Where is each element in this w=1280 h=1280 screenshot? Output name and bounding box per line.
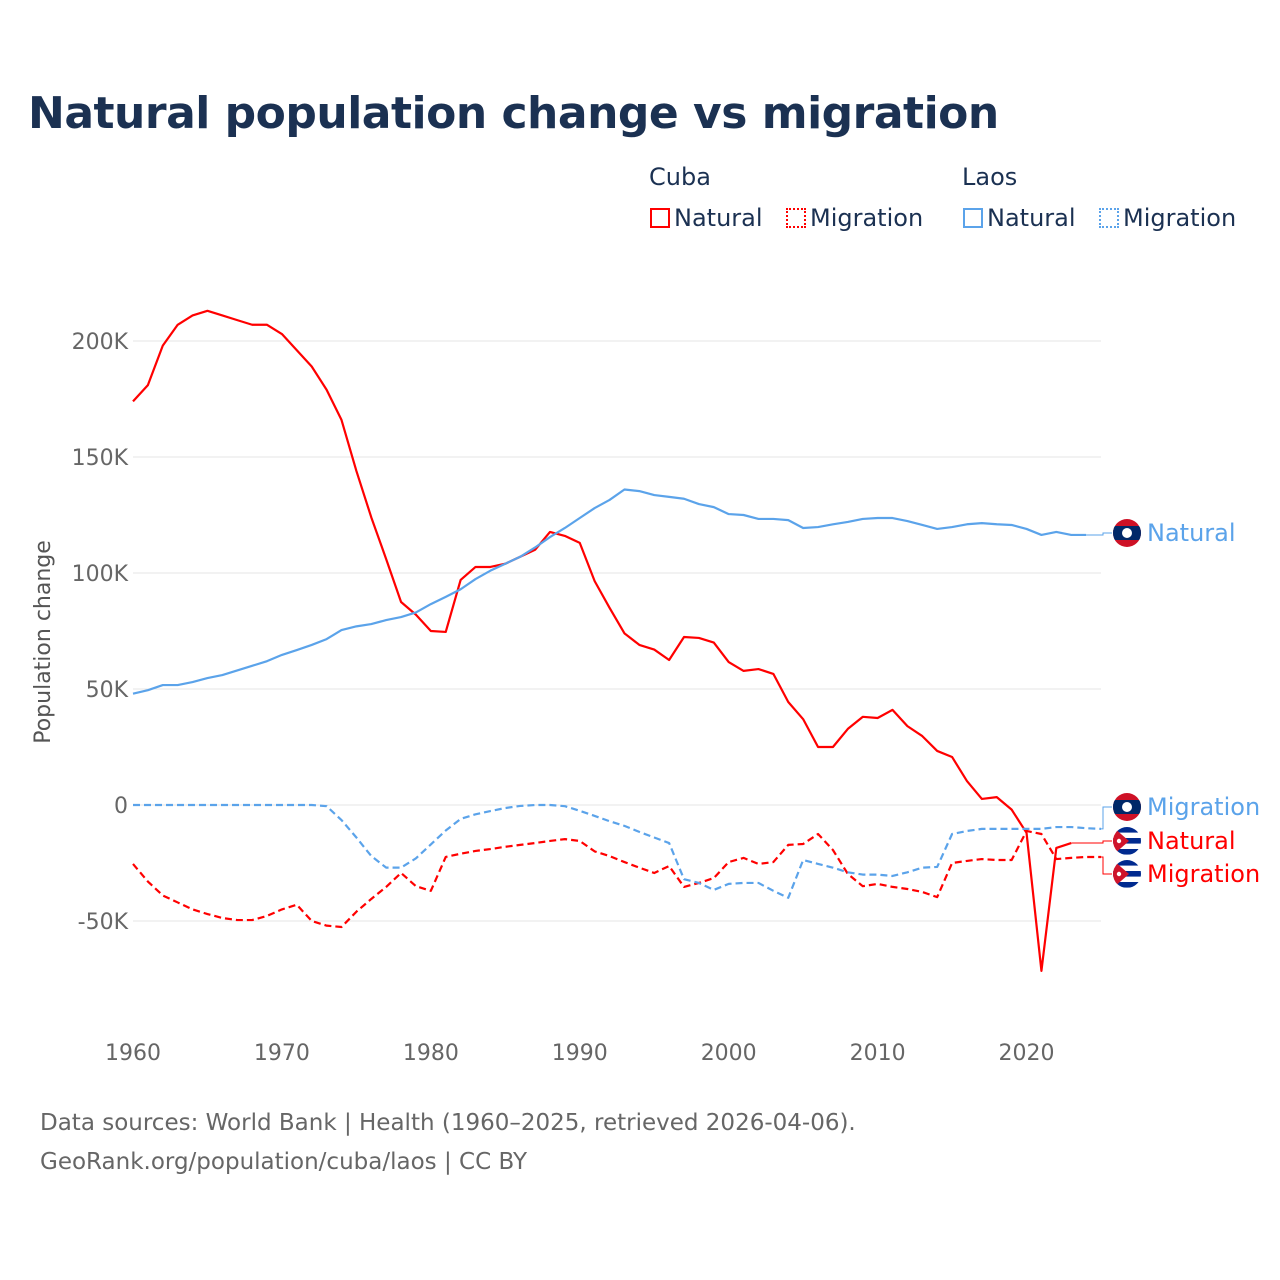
label-leader-line [1101,856,1112,875]
flag-body [1113,827,1141,855]
legend-label: Migration [1123,204,1237,232]
source-text: Data sources: World Bank | Health (1960–… [40,1110,856,1136]
laos-flag-icon [1113,793,1141,821]
legend-item-laos-migration[interactable]: Migration [1099,204,1236,232]
dotted-swatch-icon [1099,208,1119,228]
x-tick-label: 1980 [403,1041,459,1066]
x-tick-label: 1960 [105,1041,161,1066]
y-tick-label: 0 [114,794,128,819]
solid-swatch-icon [963,208,983,228]
x-tick-label: 2020 [999,1041,1055,1066]
flag-body [1113,793,1141,821]
flag-stripe [1113,849,1141,855]
series-end-label: Natural [1147,519,1236,547]
label-leader-line [1071,840,1112,844]
legend-label: Natural [987,204,1076,232]
y-axis-label: Population change [31,540,56,744]
line-chart: -50K 0 50K 100K 150K 200K 1960 1970 1980 1990 2000… [31,309,1260,1066]
y-tick-label: -50K [78,910,129,935]
flag-body [1113,860,1141,888]
flag-star [1116,871,1122,877]
flag-star [1116,838,1122,844]
y-tick-label: 200K [72,330,129,355]
laos-migration-line [133,803,1102,899]
x-tick-label: 1990 [552,1041,608,1066]
x-tick-label: 2010 [850,1041,906,1066]
flag-stripe [1113,882,1141,888]
chart-title: Natural population change vs migration [28,88,999,139]
x-tick-label: 2000 [701,1041,757,1066]
series-end-label: Migration [1147,860,1260,888]
x-tick-label: 1970 [254,1041,310,1066]
series-end-label: Natural [1147,827,1236,855]
solid-swatch-icon [650,208,670,228]
label-leader-line [1086,532,1112,536]
y-tick-label: 50K [86,678,129,703]
flag-body [1113,519,1141,547]
y-tick-label: 100K [72,562,129,587]
label-leader-line [1101,806,1112,830]
legend-group-laos: Laos [962,163,1018,191]
flag-stripe [1113,827,1141,833]
cuba-migration-line [132,829,1101,929]
legend-item-cuba-natural[interactable]: Natural [650,204,763,232]
cuba-flag-icon [1113,827,1141,855]
cuba-flag-icon [1113,860,1141,888]
flag-moon [1122,528,1132,538]
legend-item-cuba-migration[interactable]: Migration [786,204,923,232]
y-tick-label: 150K [72,446,129,471]
laos-flag-icon [1113,519,1141,547]
series-end-label: Migration [1147,793,1260,821]
cuba-natural-line [132,309,1072,972]
flag-stripe [1113,860,1141,866]
laos-natural-line [132,488,1087,695]
legend-label: Migration [810,204,924,232]
legend-label: Natural [674,204,763,232]
dotted-swatch-icon [786,208,806,228]
flag-moon [1122,802,1132,812]
legend-group-cuba: Cuba [649,163,711,191]
source-link[interactable]: GeoRank.org/population/cuba/laos | CC BY [40,1149,528,1175]
legend-item-laos-natural[interactable]: Natural [963,204,1076,232]
